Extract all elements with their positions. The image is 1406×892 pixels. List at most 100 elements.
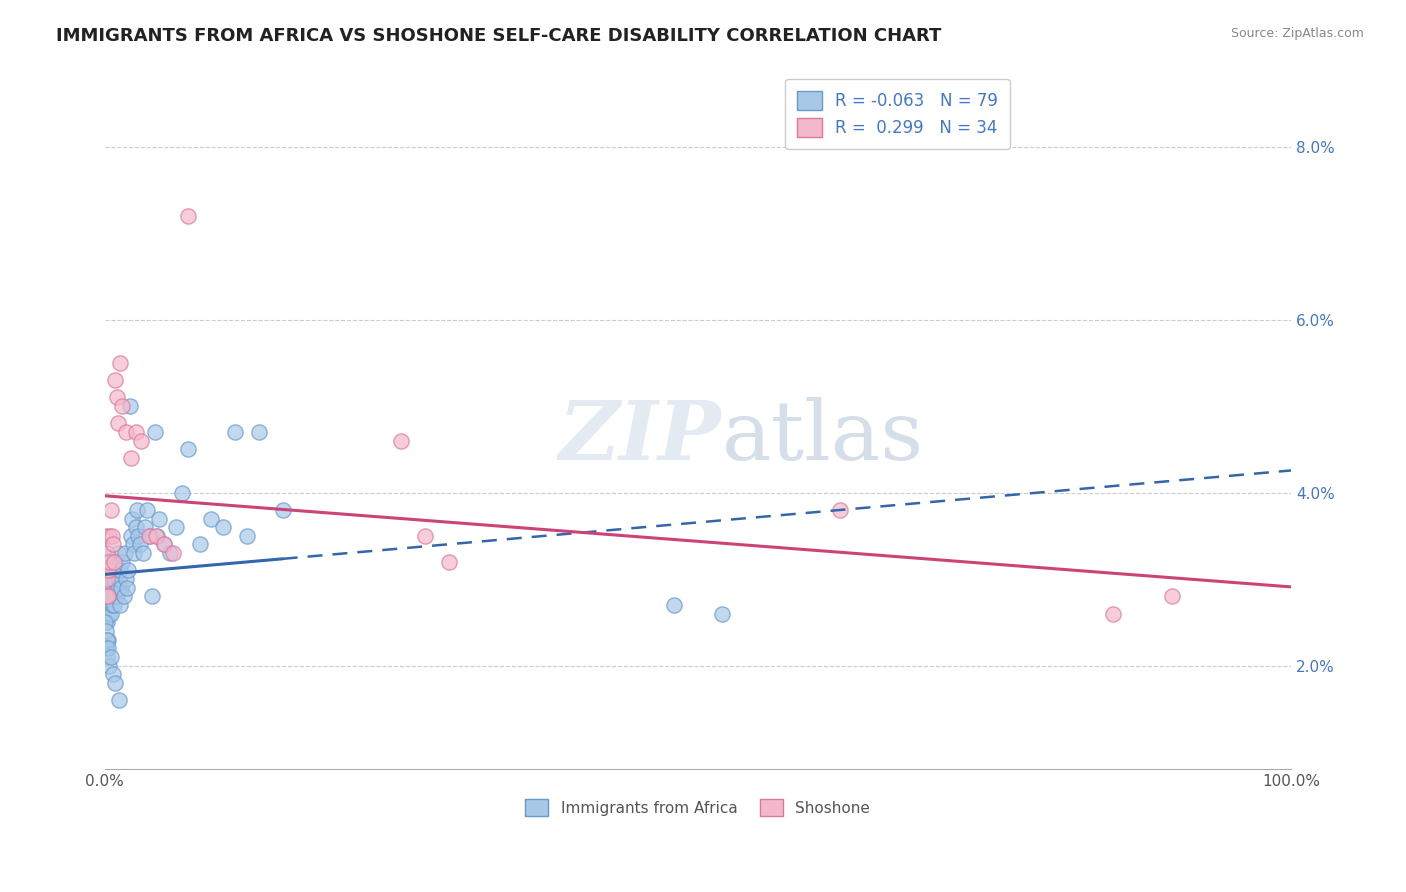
Point [104,555,127,569]
Point [145,529,167,543]
Point [98,563,121,577]
Point [124,520,146,534]
Point [104,590,127,604]
Point [103,572,125,586]
Point [115,572,138,586]
Point [124,425,146,439]
Point [131,434,153,448]
Point [162,546,184,560]
Point [107,546,129,560]
Point [136,503,159,517]
Point [97,641,120,656]
Point [105,391,128,405]
Point [120,529,142,543]
Point [212,520,235,534]
Point [159,546,181,560]
Point [118,399,141,413]
Point [96,546,118,560]
Point [148,511,170,525]
Point [108,563,131,577]
Point [105,563,128,577]
Point [94,581,117,595]
Point [389,434,412,448]
Point [96,590,118,604]
Point [93,555,115,569]
Point [146,529,169,543]
Point [97,598,120,612]
Point [98,658,121,673]
Point [100,649,122,664]
Text: atlas: atlas [721,397,924,477]
Point [108,693,131,707]
Point [413,529,436,543]
Point [112,590,135,604]
Point [108,598,131,612]
Point [114,546,136,560]
Point [94,563,117,577]
Point [94,598,117,612]
Point [97,590,120,604]
Point [96,615,118,630]
Point [98,581,121,595]
Point [101,667,124,681]
Point [96,546,118,560]
Point [101,563,124,577]
Point [830,503,852,517]
Point [153,537,176,551]
Point [236,529,259,543]
Point [103,598,125,612]
Point [165,520,187,534]
Point [177,209,200,223]
Point [662,598,685,612]
Point [120,450,142,465]
Point [101,598,124,612]
Point [117,563,139,577]
Point [101,537,124,551]
Point [1161,590,1184,604]
Point [104,675,127,690]
Point [97,632,120,647]
Point [134,520,156,534]
Point [188,537,211,551]
Point [107,417,129,431]
Point [127,529,149,543]
Point [224,425,246,439]
Point [101,529,124,543]
Point [97,563,120,577]
Point [200,511,222,525]
Point [101,590,124,604]
Point [103,555,125,569]
Point [100,590,122,604]
Point [98,529,121,543]
Point [93,529,115,543]
Point [104,373,127,387]
Text: IMMIGRANTS FROM AFRICA VS SHOSHONE SELF-CARE DISABILITY CORRELATION CHART: IMMIGRANTS FROM AFRICA VS SHOSHONE SELF-… [56,27,942,45]
Point [122,537,145,551]
Point [94,624,117,638]
Point [115,425,138,439]
Point [96,572,118,586]
Point [94,563,117,577]
Point [110,581,132,595]
Point [96,632,118,647]
Point [100,503,122,517]
Text: ZIP: ZIP [560,397,721,477]
Point [131,546,153,560]
Point [125,503,148,517]
Point [271,503,294,517]
Point [170,485,193,500]
Legend: Immigrants from Africa, Shoshone: Immigrants from Africa, Shoshone [517,791,877,824]
Point [93,615,115,630]
Point [710,607,733,621]
Point [153,537,176,551]
Text: Source: ZipAtlas.com: Source: ZipAtlas.com [1230,27,1364,40]
Point [97,555,120,569]
Point [111,399,134,413]
Point [141,590,163,604]
Point [105,590,128,604]
Point [108,572,131,586]
Point [138,529,160,543]
Point [1102,607,1125,621]
Point [101,555,124,569]
Point [100,572,122,586]
